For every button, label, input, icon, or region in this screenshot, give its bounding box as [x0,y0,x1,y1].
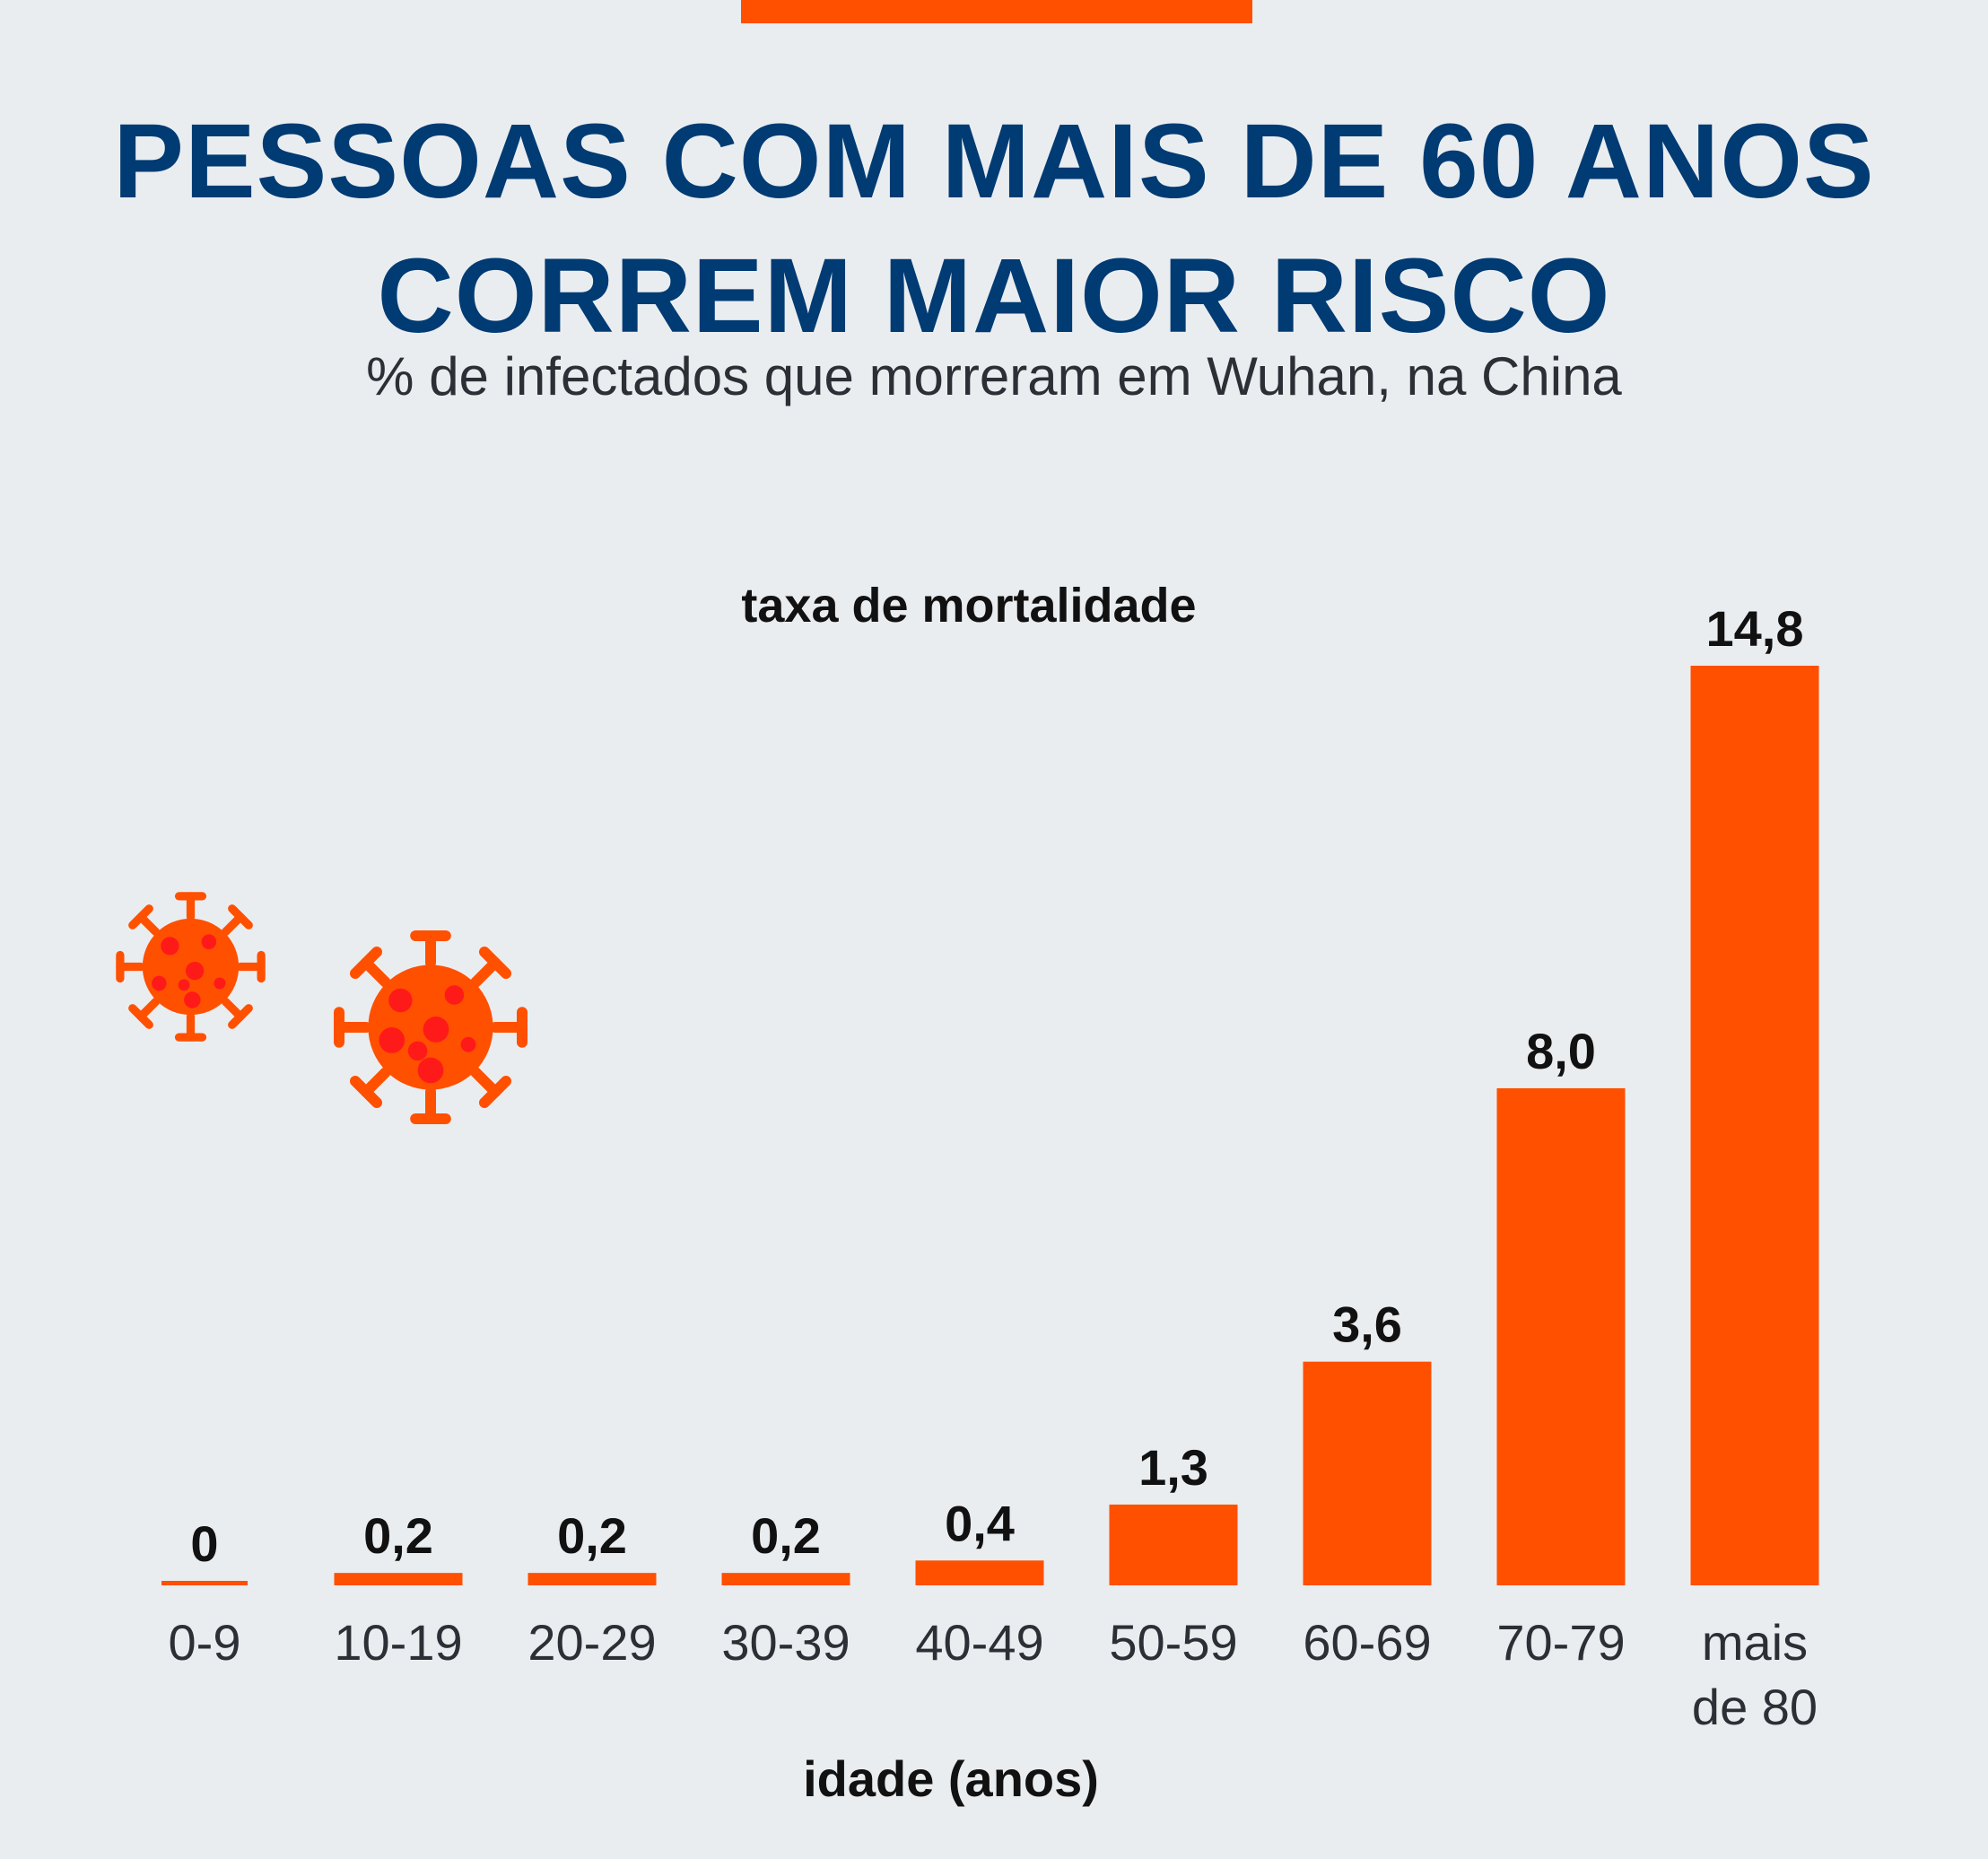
bar [721,1573,850,1585]
data-label: 0,4 [945,1495,1015,1551]
title-line-1: PESSOAS COM MAIS DE 60 ANOS [113,102,1875,221]
top-accent-bar [741,0,1252,23]
x-tick-label: 10-19 [334,1614,462,1671]
x-tick-label: 0-9 [169,1614,241,1671]
title-line-2: CORREM MAIOR RISCO [377,237,1611,355]
bar [1690,666,1819,1585]
chart-title: PESSOAS COM MAIS DE 60 ANOS CORREM MAIOR… [0,94,1988,363]
data-label: 0 [190,1515,218,1572]
bar [334,1573,463,1585]
y-axis-label: taxa de mortalidade [741,579,1196,633]
bar [1109,1504,1238,1585]
data-label: 3,6 [1332,1296,1402,1353]
x-tick-label: 70-79 [1496,1614,1625,1671]
bar [1303,1361,1432,1585]
data-label: 8,0 [1526,1023,1596,1079]
x-tick-label: 20-29 [528,1614,656,1671]
x-tick-label: mais [1702,1614,1808,1671]
x-tick-label: 40-49 [915,1614,1043,1671]
data-label: 14,8 [1706,600,1804,657]
x-tick-label: 60-69 [1303,1614,1431,1671]
virus-icon [116,892,266,1042]
virus-icon [334,930,528,1124]
x-axis-label: idade (anos) [803,1750,1099,1807]
x-tick-label: de 80 [1692,1679,1818,1735]
bar [528,1573,657,1585]
bar [161,1581,248,1585]
data-label: 0,2 [751,1507,821,1564]
chart-subtitle: % de infectados que morreram em Wuhan, n… [366,346,1622,406]
data-label: 0,2 [363,1507,433,1564]
bar [1496,1087,1626,1585]
bar [915,1560,1044,1585]
x-tick-label: 30-39 [721,1614,850,1671]
data-label: 1,3 [1138,1439,1208,1496]
data-label: 0,2 [557,1507,627,1564]
x-tick-label: 50-59 [1109,1614,1237,1671]
